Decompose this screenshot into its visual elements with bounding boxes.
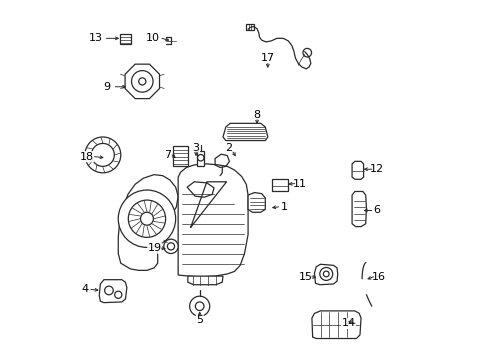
- Circle shape: [303, 48, 311, 57]
- Circle shape: [140, 212, 153, 225]
- Text: 10: 10: [146, 33, 160, 43]
- Text: 3: 3: [192, 143, 199, 153]
- Text: 16: 16: [371, 272, 385, 282]
- Text: 13: 13: [88, 33, 102, 43]
- Circle shape: [167, 243, 174, 250]
- Text: 19: 19: [147, 243, 162, 253]
- Polygon shape: [187, 276, 223, 285]
- Text: 15: 15: [298, 272, 312, 282]
- Circle shape: [128, 200, 165, 237]
- Circle shape: [115, 291, 122, 298]
- Text: 1: 1: [280, 202, 287, 212]
- Bar: [120, 34, 131, 44]
- Text: 12: 12: [369, 164, 384, 174]
- Bar: [246, 24, 254, 30]
- Text: 11: 11: [292, 179, 306, 189]
- Circle shape: [139, 78, 145, 85]
- Polygon shape: [351, 161, 363, 179]
- Circle shape: [118, 190, 175, 247]
- Polygon shape: [311, 311, 360, 338]
- Polygon shape: [178, 164, 247, 277]
- Polygon shape: [125, 64, 159, 99]
- Circle shape: [195, 302, 203, 311]
- Bar: [272, 179, 287, 192]
- Text: 18: 18: [80, 152, 94, 162]
- Circle shape: [104, 286, 113, 295]
- Circle shape: [319, 267, 332, 280]
- Polygon shape: [118, 175, 178, 270]
- Text: 6: 6: [373, 206, 380, 216]
- Circle shape: [85, 137, 121, 173]
- Circle shape: [189, 296, 209, 316]
- Circle shape: [91, 143, 114, 166]
- Text: 9: 9: [102, 82, 110, 92]
- Text: 5: 5: [196, 315, 203, 325]
- Bar: [197, 151, 204, 166]
- Polygon shape: [223, 123, 267, 140]
- Circle shape: [163, 239, 178, 253]
- Text: 14: 14: [341, 319, 355, 328]
- Polygon shape: [351, 192, 366, 226]
- Text: 17: 17: [260, 53, 274, 63]
- Text: 8: 8: [253, 111, 260, 121]
- Polygon shape: [99, 280, 126, 303]
- Circle shape: [131, 71, 153, 92]
- Polygon shape: [314, 264, 337, 285]
- Text: 4: 4: [81, 284, 88, 294]
- Polygon shape: [247, 193, 265, 212]
- Text: 2: 2: [224, 143, 231, 153]
- Circle shape: [197, 154, 203, 161]
- Bar: [173, 145, 187, 166]
- Circle shape: [323, 271, 328, 277]
- Text: 7: 7: [163, 150, 171, 160]
